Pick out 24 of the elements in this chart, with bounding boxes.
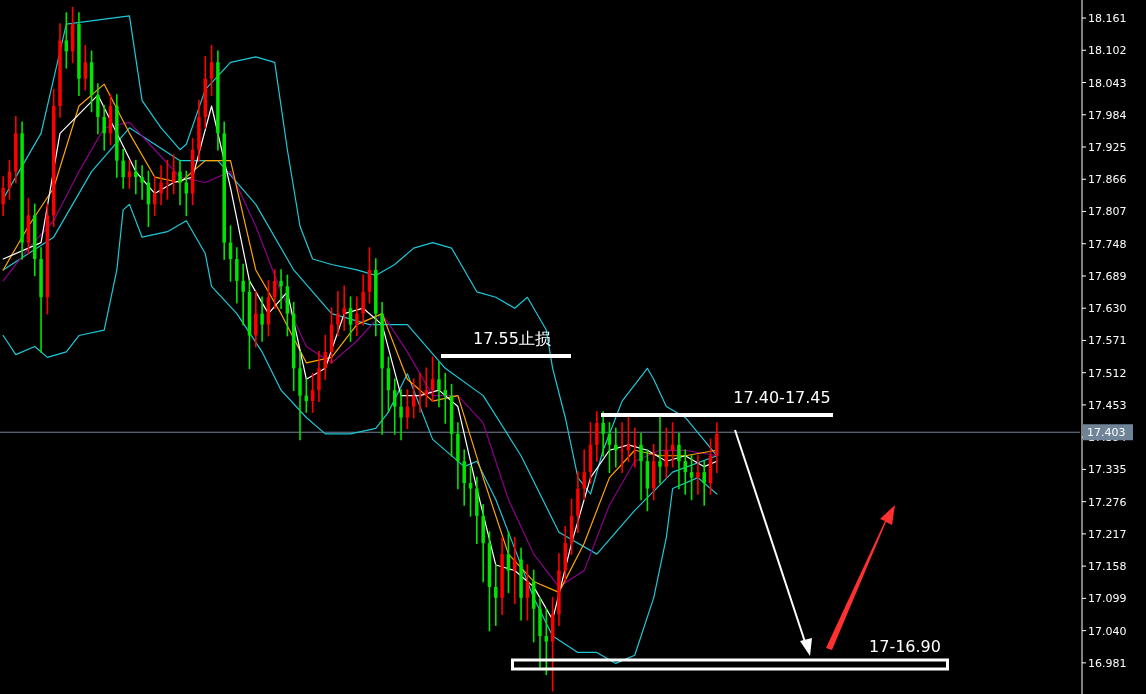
annotation: 17.55止损 <box>473 329 551 348</box>
y-tick-label: 17.807 <box>1088 205 1127 219</box>
y-tick-label: 17.158 <box>1088 560 1127 574</box>
y-tick-label: 17.335 <box>1088 463 1127 477</box>
y-tick-label: 17.630 <box>1088 302 1127 316</box>
y-tick-label: 17.453 <box>1088 398 1127 412</box>
y-tick-label: 17.276 <box>1088 495 1127 509</box>
y-tick-label: 17.217 <box>1088 527 1127 541</box>
y-tick-label: 17.689 <box>1088 269 1127 283</box>
y-tick-label: 17.866 <box>1088 173 1127 187</box>
y-tick-label: 18.043 <box>1088 76 1127 90</box>
y-tick-label: 17.099 <box>1088 592 1127 606</box>
y-tick-label: 18.161 <box>1088 12 1127 26</box>
y-tick-label: 17.571 <box>1088 334 1127 348</box>
annotation: 17-16.90 <box>869 637 941 656</box>
y-tick-label: 18.102 <box>1088 44 1127 58</box>
y-tick-label: 17.512 <box>1088 366 1127 380</box>
y-tick-label: 17.040 <box>1088 624 1127 638</box>
annotation: 17.40-17.45 <box>733 388 831 407</box>
ref-line-label: 17.403 <box>1087 426 1126 440</box>
y-tick-label: 17.925 <box>1088 141 1127 154</box>
y-tick-label: 16.981 <box>1088 656 1127 670</box>
y-tick-label: 17.748 <box>1088 237 1127 251</box>
y-tick-label: 17.984 <box>1088 108 1127 122</box>
